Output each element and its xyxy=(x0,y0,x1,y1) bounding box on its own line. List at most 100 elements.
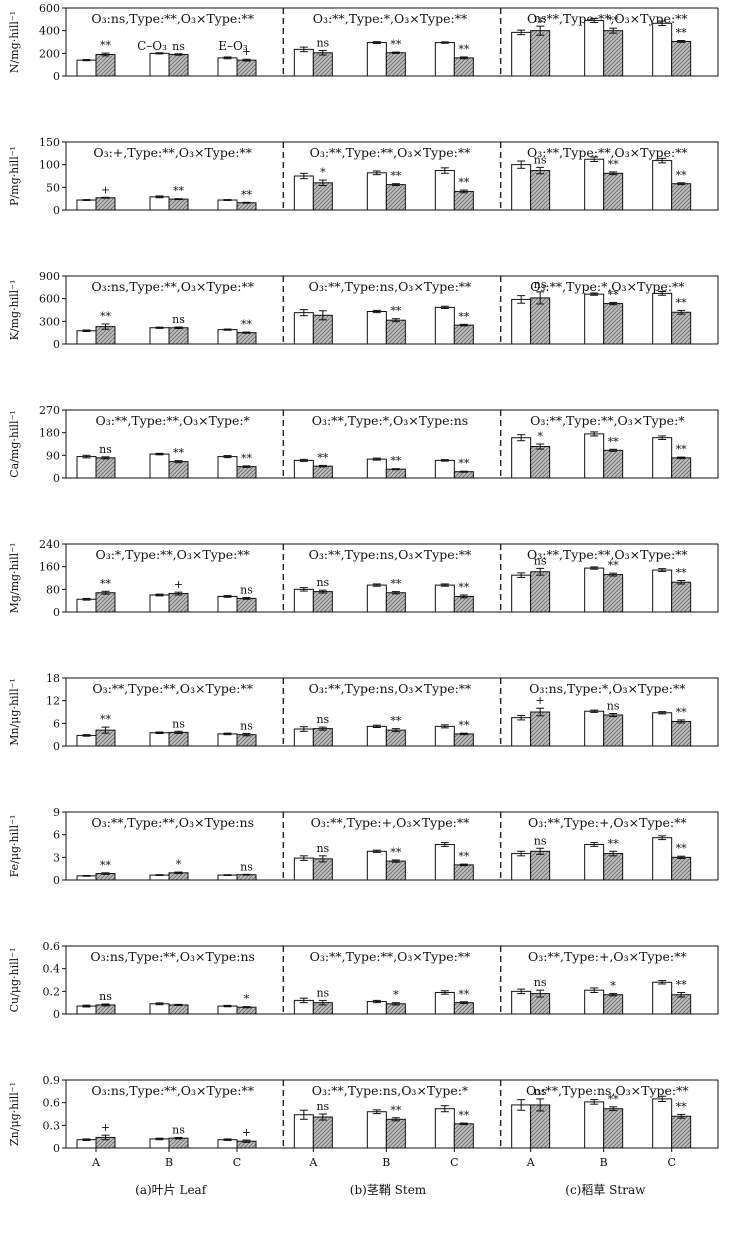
bar-control xyxy=(584,293,605,345)
bar-control xyxy=(511,1104,532,1149)
x-category-label: B xyxy=(600,1156,608,1169)
bar-elevated xyxy=(603,714,624,747)
bar-control xyxy=(76,59,97,77)
significance-label: ** xyxy=(608,288,620,301)
anova-annotation: O₃:**,Type:**,O₃×Type:** xyxy=(527,11,688,26)
legend-elevated: E–O₃ xyxy=(218,39,248,53)
bar-control xyxy=(217,57,238,77)
bar-elevated xyxy=(453,190,474,211)
anova-annotation: O₃:**,Type:*,O₃×Type:ns xyxy=(312,413,468,428)
panel-n: 0 200 400 600 N/mg·hill⁻¹ O₃:ns,Type:**,O₃×Ty… xyxy=(8,2,719,83)
anova-annotation: O₃:**,Type:+,O₃×Type:** xyxy=(311,815,470,830)
y-tick-label: 6 xyxy=(53,717,60,730)
bar-control xyxy=(584,989,605,1015)
bar-elevated xyxy=(453,1123,474,1149)
y-tick-label: 90 xyxy=(46,449,60,462)
anova-annotation: O₃:**,Type:+,O₃×Type:** xyxy=(528,815,687,830)
bar-control xyxy=(511,298,532,345)
bar-control xyxy=(511,853,532,881)
anova-annotation: O₃:**,Type:ns,O₃×Type:* xyxy=(312,1083,469,1098)
bar-elevated xyxy=(95,53,116,77)
y-tick-label: 0 xyxy=(53,472,60,485)
significance-label: ns xyxy=(240,584,253,597)
bar-control xyxy=(149,327,170,345)
anova-annotation: O₃:**,Type:+,O₃×Type:** xyxy=(528,949,687,964)
bar-control xyxy=(511,31,532,77)
significance-label: ** xyxy=(390,1104,402,1117)
significance-label: ns xyxy=(99,990,112,1003)
y-tick-label: 0.6 xyxy=(43,940,61,953)
significance-label: ** xyxy=(608,158,620,171)
significance-label: ns xyxy=(240,860,253,873)
significance-label: ns xyxy=(316,713,329,726)
bar-control xyxy=(149,732,170,747)
bar-elevated xyxy=(385,52,406,77)
y-tick-label: 0.3 xyxy=(43,1119,61,1132)
bar-control xyxy=(434,991,455,1015)
bar-control xyxy=(652,1098,673,1149)
bar-control xyxy=(511,437,532,479)
bar-control xyxy=(293,588,314,613)
bar-elevated xyxy=(671,720,692,747)
bar-control xyxy=(293,857,314,881)
y-tick-label: 240 xyxy=(39,538,60,551)
y-tick-label: 160 xyxy=(39,561,60,574)
anova-annotation: O₃:**,Type:**,O₃×Type:** xyxy=(310,145,471,160)
significance-label: ** xyxy=(676,296,688,309)
significance-label: ns xyxy=(534,834,547,847)
significance-label: ** xyxy=(676,169,688,182)
anova-annotation: O₃:**,Type:**,O₃×Type:** xyxy=(310,949,471,964)
significance-label: + xyxy=(242,45,251,58)
bar-elevated xyxy=(385,184,406,211)
panel-k: 0 300 600 900 K/mg·hill⁻¹ O₃:ns,Type:**,O₃×Ty… xyxy=(8,270,719,351)
significance-label: ns xyxy=(534,976,547,989)
anova-annotation: O₃:**,Type:**,O₃×Type:** xyxy=(527,547,688,562)
anova-annotation: O₃:ns,Type:**,O₃×Type:** xyxy=(91,1083,254,1098)
bar-elevated xyxy=(603,172,624,211)
significance-label: ns xyxy=(534,554,547,567)
significance-label: ** xyxy=(173,447,185,460)
significance-label: ** xyxy=(458,310,470,323)
significance-label: ** xyxy=(458,581,470,594)
significance-label: ** xyxy=(458,988,470,1001)
legend-control: C–O₃ xyxy=(137,39,167,53)
significance-label: ** xyxy=(458,43,470,56)
x-category-label: B xyxy=(165,1156,173,1169)
bar-control xyxy=(149,453,170,479)
significance-label: ns xyxy=(172,1123,185,1136)
bar-control xyxy=(511,164,532,211)
bar-elevated xyxy=(603,449,624,479)
bar-elevated xyxy=(453,1002,474,1015)
bar-elevated xyxy=(453,864,474,881)
anova-annotation: O₃:**,Type:ns,O₃×Type:** xyxy=(309,279,472,294)
anova-annotation: O₃:ns,Type:**,O₃×Type:ns xyxy=(90,949,255,964)
anova-annotation: O₃:**,Type:ns,O₃×Type:** xyxy=(309,547,472,562)
bar-control xyxy=(293,312,314,345)
significance-label: ** xyxy=(608,435,620,448)
y-tick-label: 600 xyxy=(39,2,60,15)
panel-ca: 0 90 180 270 Ca/mg·hill⁻¹ O₃:**,Type:**,O₃×Ty… xyxy=(8,404,719,485)
y-tick-label: 300 xyxy=(39,315,60,328)
x-axis: A B C (a)叶片 Leaf A B C (b)茎鞘 Stem A B C (c)稻草 Straw xyxy=(91,1148,676,1197)
y-tick-label: 0.4 xyxy=(43,963,61,976)
bar-elevated xyxy=(603,30,624,77)
bar-control xyxy=(511,717,532,747)
anova-annotation: O₃:+,Type:**,O₃×Type:** xyxy=(93,145,252,160)
bar-elevated xyxy=(168,731,189,747)
y-tick-label: 270 xyxy=(39,404,60,417)
bar-control xyxy=(434,306,455,345)
y-tick-label: 0.2 xyxy=(43,985,61,998)
anova-annotation: O₃:ns,Type:**,O₃×Type:** xyxy=(91,279,254,294)
anova-annotation: O₃:ns,Type:**,O₃×Type:** xyxy=(91,11,254,26)
bar-elevated xyxy=(312,52,333,77)
bar-control xyxy=(76,199,97,211)
bar-elevated xyxy=(168,327,189,345)
bar-elevated xyxy=(168,593,189,613)
bar-control xyxy=(217,456,238,479)
significance-label: ns xyxy=(534,1085,547,1098)
y-tick-label: 0.9 xyxy=(43,1074,61,1087)
y-tick-label: 0 xyxy=(53,204,60,217)
bar-control xyxy=(293,459,314,479)
significance-label: ** xyxy=(676,567,688,580)
